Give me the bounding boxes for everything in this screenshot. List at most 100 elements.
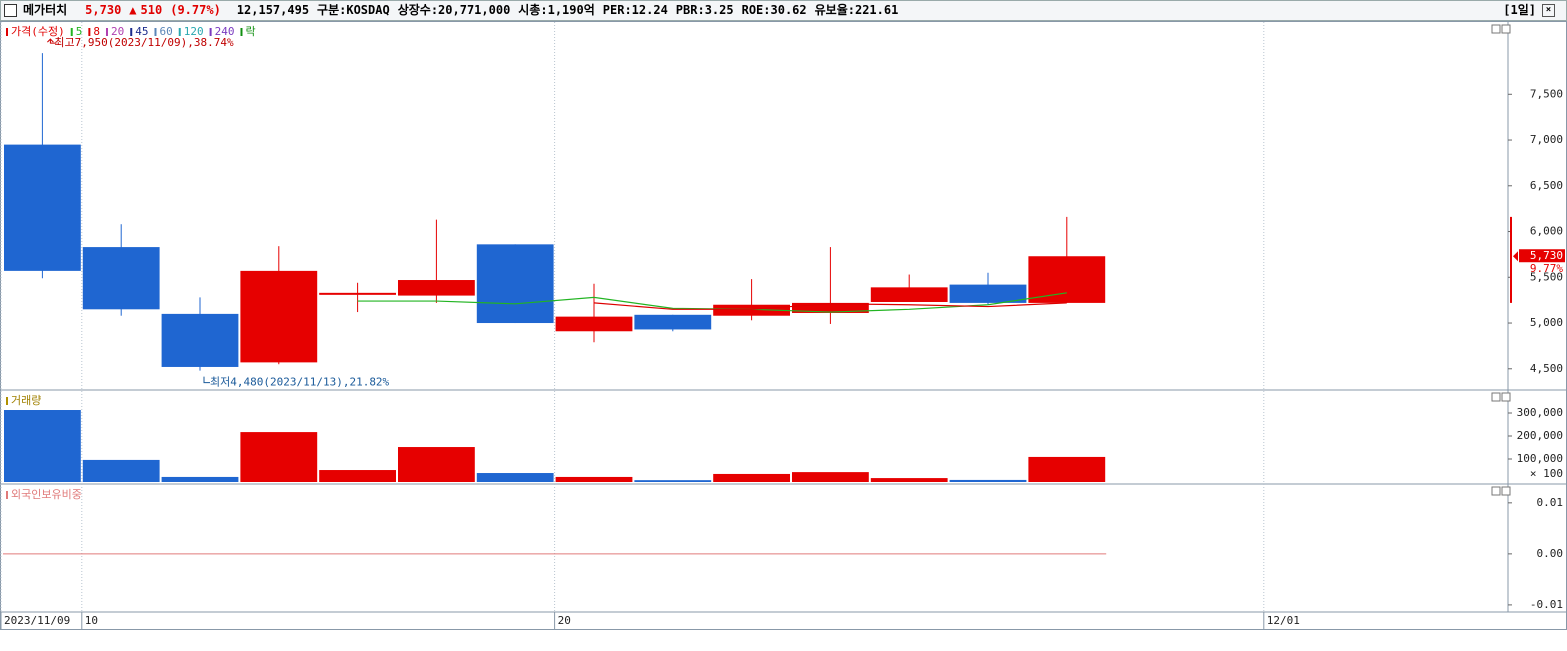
legend-label: 45 [135,25,148,38]
btn[interactable] [1501,392,1511,402]
volume-bar [161,476,239,482]
candle-body [713,304,790,316]
y-tick-label: 6,500 [1530,179,1563,192]
legend-swatch [209,28,212,36]
change: 510 [140,3,163,17]
legend-label: 8 [93,25,100,38]
y-tick-label: 0.00 [1537,547,1564,560]
last-box [1519,249,1565,263]
volume-bar [792,472,869,482]
btn[interactable] [1491,392,1501,402]
legend-swatch [6,28,8,36]
legend-swatch [154,28,157,36]
legend-label: 5 [76,25,83,38]
high-annotation: 최고7,950(2023/11/09),38.74% [54,36,234,49]
info-item: 구분:KOSDAQ [317,3,390,17]
legend-label: 락 [245,25,255,38]
candle-body [634,314,712,330]
legend-swatch [6,397,8,405]
panel-title: 거래량 [11,394,41,407]
annotation-arrow [203,376,210,384]
volume-bar [398,447,475,482]
y-tick-label: 0.01 [1537,496,1564,509]
btn[interactable] [1491,486,1501,496]
candle-body [319,292,396,295]
x-tick-label: 12/01 [1267,614,1300,627]
candle-body [1028,256,1106,303]
volume-bar [634,480,712,482]
candle-body [792,302,869,313]
y-tick-label: 5,500 [1530,270,1563,283]
x-tick-label: 2023/11/09 [4,614,70,627]
volume-bar [949,479,1027,482]
checkbox[interactable] [4,4,17,17]
volume-bar [476,473,554,482]
candle-body [949,284,1027,303]
candle-body [240,270,318,363]
info-item: PBR:3.25 [675,3,734,17]
ma-line [593,302,1067,310]
y-tick-label: 200,000 [1517,429,1563,442]
y-tick-label: -0.01 [1530,598,1563,611]
volume-bar [82,459,160,482]
arrow: ▲ [129,3,137,17]
last-label: 5,730 [1530,249,1563,262]
annotation-arrow [47,38,57,44]
y-tick-label: 4,500 [1530,362,1563,375]
volume-bar [319,470,396,482]
btn[interactable] [1501,486,1511,496]
legend-swatch [105,28,108,36]
volume-bar [1028,456,1106,482]
legend-swatch [88,28,91,36]
info-item: 유보율:221.61 [814,3,899,17]
btn[interactable] [1491,24,1501,34]
y-tick-label: 6,000 [1530,225,1563,238]
last-pointer [1513,251,1518,262]
page: 메가터치 5,730 ▲ 510 (9.77%) 12,157,495 구분:KOSDAQ 상… [0,0,1567,630]
info: 구분:KOSDAQ 상장수:20,771,000 시총:1,190억 PER:12.2… [317,3,906,17]
change-pct: (9.77%) [170,3,221,17]
candle-body [398,280,475,296]
close-btn[interactable]: × [1542,4,1555,17]
volume-bar [870,478,948,482]
unit-label: × 100 [1530,467,1563,480]
legend-swatch [130,28,133,36]
panel-buttons[interactable] [1491,24,1511,496]
candle-body [4,144,81,271]
legend-label: 240 [215,25,235,38]
info-item: PER:12.24 [602,3,668,17]
volume-bar [555,476,633,482]
legend-label: 120 [184,25,204,38]
info-item: 상장수:20,771,000 [397,3,511,17]
candle-body [870,287,948,302]
volume-bar [4,410,81,482]
legend-swatch [240,28,243,36]
legend-swatch [70,28,73,36]
legend-label: 가격(수정) [11,25,65,38]
volume-bar [713,473,790,482]
legend-label: 20 [111,25,124,38]
price: 5,730 [85,3,122,17]
legend-swatch [178,28,181,36]
x-tick-label: 10 [85,614,98,627]
btn[interactable] [1501,24,1511,34]
period[interactable]: [1일] [1503,3,1536,17]
y-tick-label: 100,000 [1517,452,1563,465]
legend-label: 60 [159,25,172,38]
legend-swatch [6,491,8,499]
panel-title: 외국인보유비중 [11,488,82,501]
stock-name: 메가터치 [23,3,68,17]
y-tick-label: 7,000 [1530,133,1563,146]
candle-body [555,316,633,332]
info-item: ROE:30.62 [741,3,807,17]
x-tick-label: 20 [558,614,571,627]
info-item: 시총:1,190억 [518,3,595,17]
volume: 12,157,495 [236,3,310,17]
low-annotation: 최저4,480(2023/11/13),21.82% [210,376,390,389]
candle-body [476,244,554,324]
chart: 4,500 5,000 5,500 6,000 6,500 7,000 7,500 가격(수정… [0,21,1567,630]
y-tick-label: 7,500 [1530,87,1563,100]
candle-body [161,313,239,367]
last-pct: 9.77% [1530,262,1563,275]
candle-body [82,247,160,310]
